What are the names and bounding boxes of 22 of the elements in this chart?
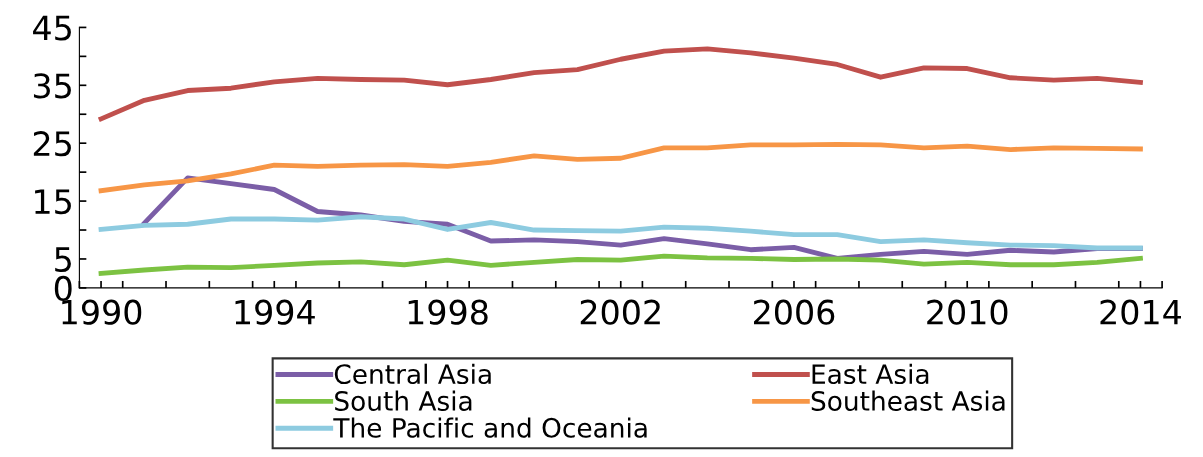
x-tick-label: 2010 — [927, 299, 1008, 325]
x-tick-label: 1994 — [235, 299, 315, 325]
y-tick-label: 35 — [33, 73, 71, 99]
y-tick-label: 25 — [33, 131, 71, 157]
y-tick-label: 45 — [33, 15, 71, 41]
x-tick-label: 2002 — [580, 299, 660, 325]
legend-label: East Asia — [812, 363, 929, 385]
line-series — [98, 253, 1143, 276]
x-tick-label: 1990 — [62, 299, 142, 325]
legend-label: Southeast Asia — [811, 390, 1005, 411]
legend-label: South Asia — [335, 390, 472, 411]
y-tick-label: 5 — [55, 247, 71, 273]
x-tick-label: 2014 — [1100, 299, 1181, 325]
line-series — [98, 141, 1143, 194]
legend-label: Central Asia — [334, 363, 491, 385]
x-tick-label: 2006 — [754, 299, 835, 325]
y-tick-label: 15 — [35, 189, 71, 215]
legend-label: The Pacific and Oceania — [333, 417, 647, 438]
line-series — [98, 46, 1143, 122]
line-series — [98, 214, 1143, 251]
y-tick-label: 0 — [54, 275, 72, 302]
x-tick-label: 1998 — [408, 299, 488, 325]
